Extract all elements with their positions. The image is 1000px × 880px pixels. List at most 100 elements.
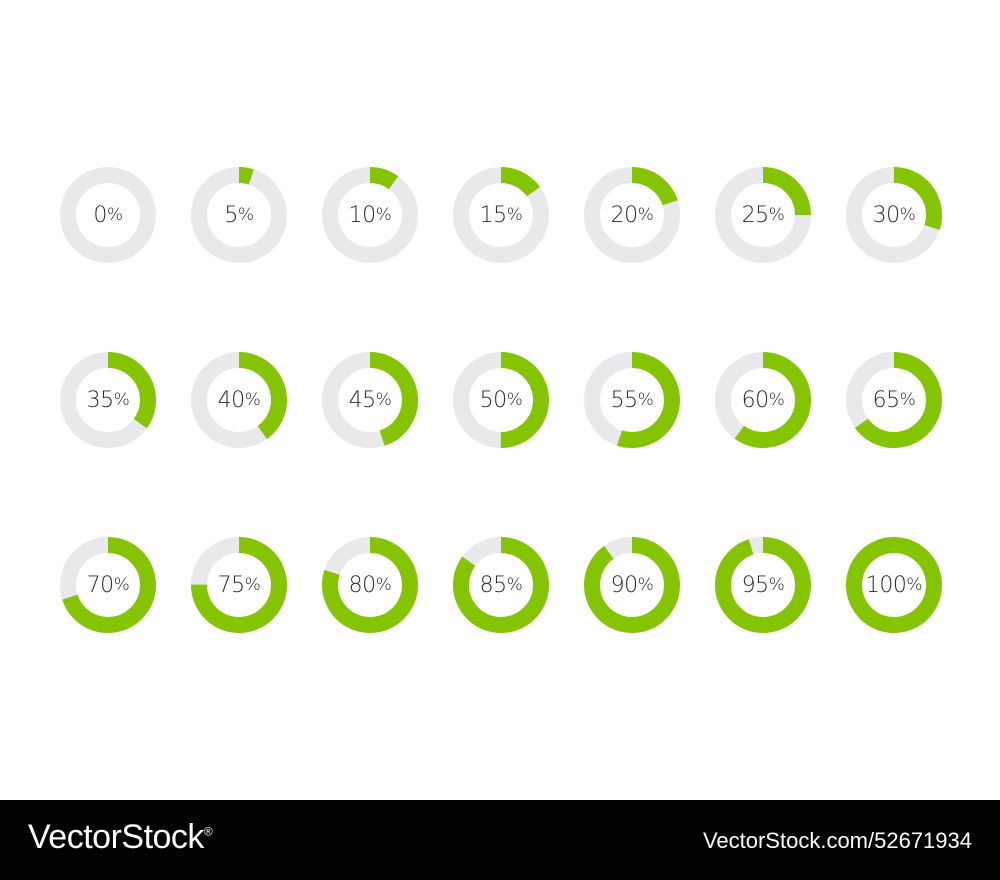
ring-label: 45%	[321, 351, 419, 449]
watermark-footer: VectorStock® VectorStock.com/52671934	[0, 800, 1000, 880]
percent-sign: %	[375, 575, 392, 595]
ring-graphic	[453, 537, 549, 633]
ring-label: 5%	[190, 166, 288, 264]
ring-value: 65	[872, 387, 901, 413]
ring-progress-arc	[846, 352, 942, 448]
ring-progress-arc	[191, 537, 287, 633]
ring-graphic	[846, 352, 942, 448]
ring-progress-arc	[846, 167, 942, 263]
ring-label: 40%	[190, 351, 288, 449]
ring-value: 90	[610, 572, 639, 598]
progress-ring-80: 80%	[321, 536, 419, 634]
percent-sign: %	[113, 390, 130, 410]
progress-ring-25: 25%	[714, 166, 812, 264]
ring-progress-arc	[715, 167, 811, 263]
ring-label: 75%	[190, 536, 288, 634]
ring-label: 60%	[714, 351, 812, 449]
percent-sign: %	[637, 575, 654, 595]
progress-ring-95: 95%	[714, 536, 812, 634]
ring-graphic	[322, 352, 418, 448]
progress-ring-65: 65%	[845, 351, 943, 449]
percent-sign: %	[244, 575, 261, 595]
percent-sign: %	[506, 205, 523, 225]
ring-graphic	[60, 167, 156, 263]
ring-progress-arc	[191, 352, 287, 448]
ring-label: 95%	[714, 536, 812, 634]
ring-value: 5	[224, 202, 238, 228]
progress-ring-35: 35%	[59, 351, 157, 449]
percent-sign: %	[506, 575, 523, 595]
progress-ring-60: 60%	[714, 351, 812, 449]
ring-value: 75	[217, 572, 246, 598]
ring-value: 10	[348, 202, 377, 228]
ring-label: 85%	[452, 536, 550, 634]
progress-ring-50: 50%	[452, 351, 550, 449]
ring-progress-arc	[584, 167, 680, 263]
ring-value: 15	[479, 202, 508, 228]
ring-value: 45	[348, 387, 377, 413]
ring-graphic	[191, 167, 287, 263]
stock-reference: VectorStock.com/52671934	[702, 828, 972, 853]
ring-value: 30	[872, 202, 901, 228]
progress-ring-70: 70%	[59, 536, 157, 634]
progress-ring-100: 100%	[845, 536, 943, 634]
ring-value: 35	[86, 387, 115, 413]
ring-progress-arc	[322, 167, 418, 263]
ring-value: 100	[865, 572, 907, 598]
percent-sign: %	[506, 390, 523, 410]
ring-label: 35%	[59, 351, 157, 449]
ring-graphic	[584, 537, 680, 633]
percent-sign: %	[768, 575, 785, 595]
percent-sign: %	[906, 575, 923, 595]
ring-progress-arc	[60, 352, 156, 448]
ring-label: 15%	[452, 166, 550, 264]
percent-sign: %	[899, 205, 916, 225]
percent-sign: %	[106, 205, 123, 225]
ring-label: 100%	[845, 536, 943, 634]
ring-graphic	[60, 537, 156, 633]
progress-ring-90: 90%	[583, 536, 681, 634]
percent-sign: %	[637, 390, 654, 410]
ring-label: 55%	[583, 351, 681, 449]
ring-graphic	[191, 352, 287, 448]
ring-graphic	[453, 352, 549, 448]
progress-ring-grid: 0% 5% 10% 15% 20% 25% 30% 35% 40% 45% 50% 55% 60% 65%…	[59, 166, 943, 634]
percent-sign: %	[375, 390, 392, 410]
ring-progress-arc	[584, 352, 680, 448]
ring-graphic	[715, 352, 811, 448]
percent-sign: %	[237, 205, 254, 225]
percent-sign: %	[768, 390, 785, 410]
ring-graphic	[846, 167, 942, 263]
ring-graphic	[322, 537, 418, 633]
progress-ring-30: 30%	[845, 166, 943, 264]
ring-label: 10%	[321, 166, 419, 264]
ring-label: 80%	[321, 536, 419, 634]
progress-ring-45: 45%	[321, 351, 419, 449]
ring-graphic	[584, 352, 680, 448]
ring-value: 80	[348, 572, 377, 598]
ring-graphic	[453, 167, 549, 263]
ring-value: 20	[610, 202, 639, 228]
ring-label: 90%	[583, 536, 681, 634]
ring-label: 70%	[59, 536, 157, 634]
ring-value: 50	[479, 387, 508, 413]
ring-value: 95	[741, 572, 770, 598]
ring-progress-arc	[322, 352, 418, 448]
ring-value: 40	[217, 387, 246, 413]
ring-graphic	[584, 167, 680, 263]
ring-value: 25	[741, 202, 770, 228]
ring-track	[60, 167, 156, 263]
ring-progress-arc	[584, 537, 680, 633]
percent-sign: %	[899, 390, 916, 410]
ring-progress-arc	[191, 167, 287, 263]
brand-logo: VectorStock®	[28, 818, 213, 857]
ring-label: 30%	[845, 166, 943, 264]
ring-progress-arc	[60, 537, 156, 633]
progress-ring-15: 15%	[452, 166, 550, 264]
ring-progress-arc	[453, 352, 549, 448]
ring-label: 50%	[452, 351, 550, 449]
progress-ring-10: 10%	[321, 166, 419, 264]
ring-progress-arc	[322, 537, 418, 633]
ring-graphic	[715, 167, 811, 263]
progress-ring-85: 85%	[452, 536, 550, 634]
